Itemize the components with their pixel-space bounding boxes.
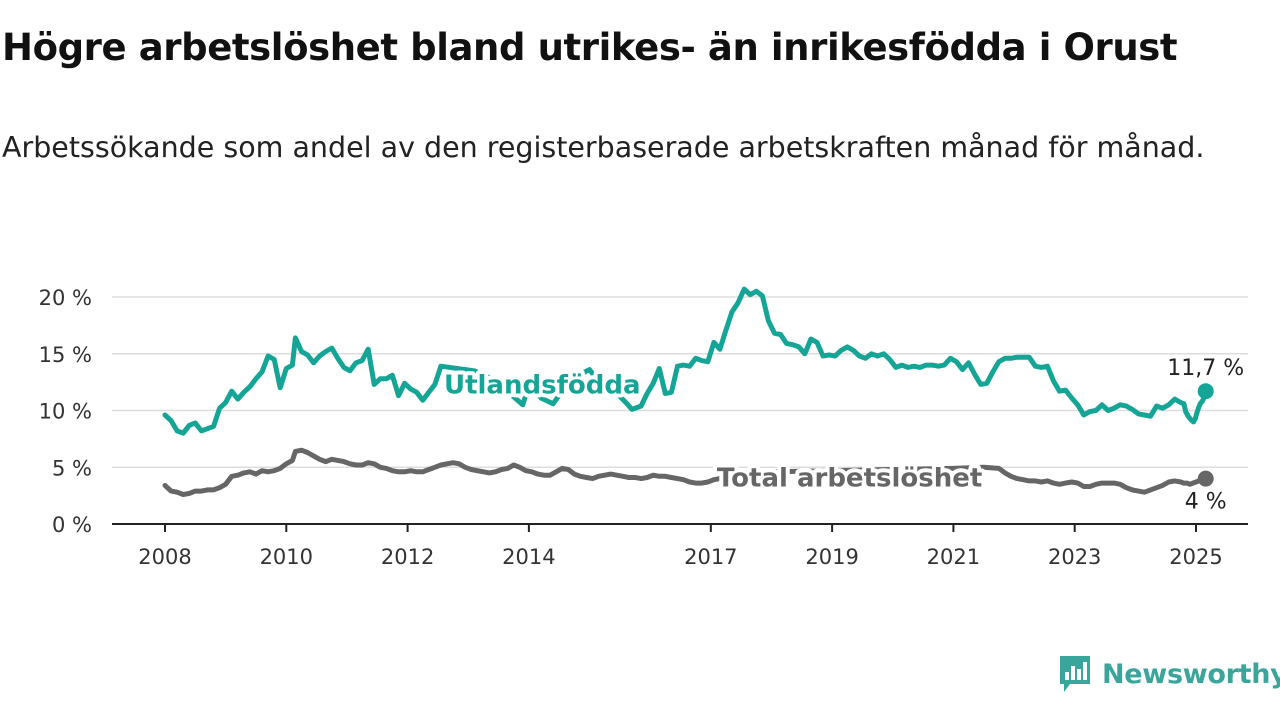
x-tick-label: 2025 <box>1169 545 1222 569</box>
x-tick-label: 2010 <box>260 545 313 569</box>
y-tick-label: 0 % <box>52 513 92 537</box>
x-tick-label: 2019 <box>805 545 858 569</box>
series-end-point <box>1197 383 1214 400</box>
x-axis: 2008 2010 2012 2014 2017 2019 2021 2023 2025 <box>112 523 1248 569</box>
series-label-halo: Utlandsfödda <box>444 370 641 400</box>
x-tick-label: 2014 <box>502 545 555 569</box>
brand-name: Newsworthy <box>1102 658 1280 690</box>
y-tick-label: 10 % <box>39 400 92 424</box>
chart-subtitle: Arbetssökande som andel av den registerb… <box>2 131 1205 164</box>
y-tick-label: 5 % <box>52 456 92 480</box>
series-name-label: Utlandsfödda <box>444 370 641 400</box>
newsworthy-logo-icon <box>1060 656 1090 692</box>
series-line-utlandsfodda <box>162 286 1209 436</box>
series-label-halo: Total arbetslöshet <box>717 464 982 494</box>
chart-title: Högre arbetslöshet bland utrikes- än inr… <box>2 26 1178 69</box>
series-end-value-label: 4 % <box>1185 490 1227 515</box>
series-end-value-label: 11,7 % <box>1167 356 1244 381</box>
y-axis-ticks: 0 % 5 % 10 % 15 % 20 % <box>39 286 92 537</box>
y-tick-label: 15 % <box>39 343 92 367</box>
series-name-label: Total arbetslöshet <box>717 464 982 494</box>
brand-logo: Newsworthy <box>1058 654 1280 694</box>
series-lines <box>162 286 1214 497</box>
x-tick-label: 2012 <box>381 545 434 569</box>
x-tick-label: 2017 <box>684 545 737 569</box>
gridlines <box>112 296 1248 468</box>
x-tick-label: 2023 <box>1048 545 1101 569</box>
series-end-point <box>1197 470 1214 487</box>
x-tick-label: 2021 <box>927 545 980 569</box>
series-line-total <box>162 447 1209 497</box>
x-tick-label: 2008 <box>138 545 191 569</box>
y-tick-label: 20 % <box>39 286 92 310</box>
